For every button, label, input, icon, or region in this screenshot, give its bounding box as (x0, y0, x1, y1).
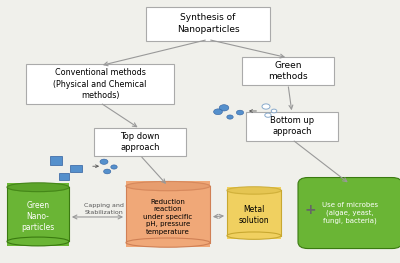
FancyBboxPatch shape (26, 64, 174, 104)
FancyBboxPatch shape (242, 57, 334, 85)
Bar (227, 187, 281, 239)
Circle shape (100, 159, 108, 164)
Text: Synthesis of
Nanoparticles: Synthesis of Nanoparticles (177, 13, 239, 34)
Ellipse shape (7, 183, 69, 192)
Text: Use of microbes
(algae, yeast,
fungi, bacteria): Use of microbes (algae, yeast, fungi, ba… (322, 202, 378, 224)
Ellipse shape (7, 237, 69, 246)
FancyBboxPatch shape (59, 173, 69, 180)
Circle shape (236, 110, 244, 115)
Text: Bottom up
approach: Bottom up approach (270, 116, 314, 136)
Ellipse shape (227, 232, 281, 239)
FancyBboxPatch shape (70, 165, 82, 172)
Bar (126, 181, 210, 247)
FancyBboxPatch shape (246, 112, 338, 141)
Circle shape (271, 109, 277, 113)
FancyBboxPatch shape (146, 7, 270, 41)
Text: Green
Nano-
particles: Green Nano- particles (21, 201, 55, 232)
Ellipse shape (7, 183, 69, 192)
Text: Conventional methods
(Physical and Chemical
methods): Conventional methods (Physical and Chemi… (53, 68, 147, 100)
Circle shape (104, 169, 111, 174)
Text: Reduction
reaction
under specific
pH, pressure
temperature: Reduction reaction under specific pH, pr… (143, 199, 193, 235)
Text: +: + (304, 203, 316, 218)
Text: Top down
approach: Top down approach (120, 132, 160, 152)
Ellipse shape (126, 238, 210, 247)
Ellipse shape (126, 181, 210, 191)
Text: Metal
solution: Metal solution (239, 205, 269, 225)
Circle shape (214, 109, 222, 115)
FancyBboxPatch shape (94, 128, 186, 156)
Bar (7, 183, 69, 246)
Circle shape (265, 113, 271, 117)
Ellipse shape (227, 187, 281, 194)
Text: Capping and
Stabilization: Capping and Stabilization (84, 204, 124, 215)
Text: Green
methods: Green methods (268, 61, 308, 81)
Circle shape (219, 105, 229, 111)
FancyBboxPatch shape (298, 178, 400, 249)
Circle shape (262, 104, 270, 109)
Ellipse shape (126, 181, 210, 191)
Circle shape (227, 115, 233, 119)
Circle shape (111, 165, 117, 169)
Ellipse shape (227, 187, 281, 194)
FancyBboxPatch shape (50, 156, 62, 165)
